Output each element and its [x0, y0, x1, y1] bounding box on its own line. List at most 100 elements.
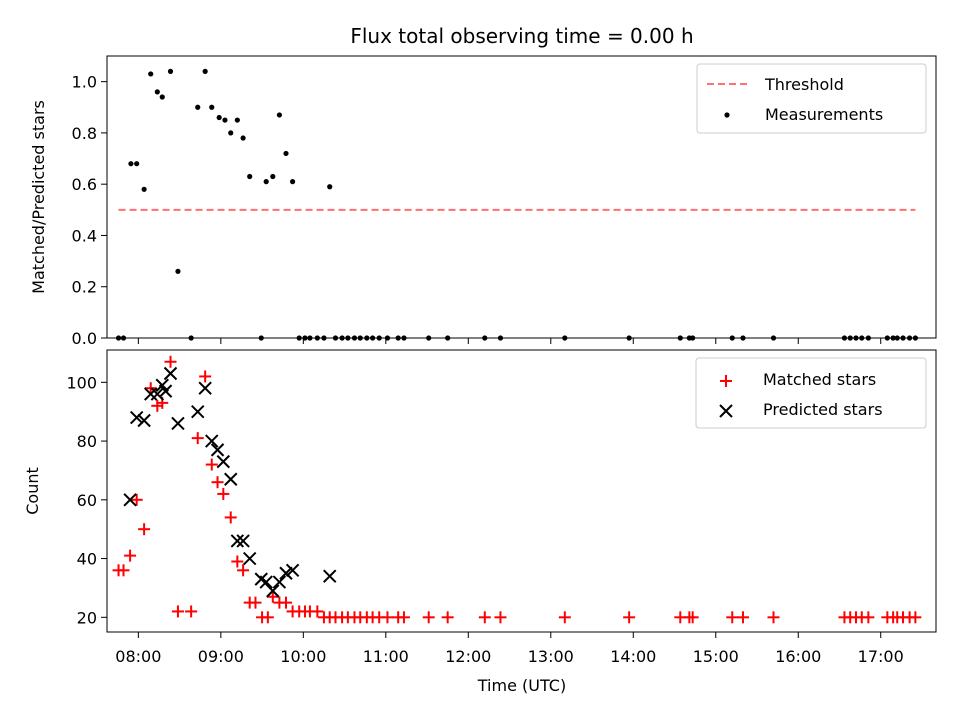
matched-star-marker	[199, 370, 212, 383]
measurement-point	[339, 335, 345, 341]
matched-star-marker	[138, 523, 151, 536]
measurement-point	[890, 335, 896, 341]
chart-title: Flux total observing time = 0.00 h	[350, 24, 693, 48]
predicted-star-marker	[236, 534, 250, 548]
matched-star-marker	[494, 611, 507, 624]
measurement-point	[222, 117, 228, 123]
measurement-point	[894, 335, 900, 341]
matched-star-marker	[144, 382, 157, 395]
measurement-point	[907, 335, 913, 341]
measurement-point	[865, 335, 871, 341]
matched-star-marker	[191, 432, 204, 445]
legend-matched-swatch	[720, 375, 732, 387]
count-y-axis: 20 40 60 80 100	[66, 373, 107, 627]
predicted-star-marker	[210, 443, 225, 457]
count-y-tick-label: 100	[66, 373, 97, 392]
matched-star-marker	[422, 611, 435, 624]
measurement-point	[426, 335, 432, 341]
count-x-tick-label: 13:00	[528, 647, 574, 666]
matched-star-marker	[397, 611, 410, 624]
count-x-axis-label: Time (UTC)	[477, 676, 566, 695]
matched-star-marker	[185, 605, 198, 618]
matched-star-marker	[909, 611, 922, 624]
ratio-y-tick-label: 0.6	[72, 175, 97, 194]
measurement-point	[115, 335, 122, 341]
measurement-point	[234, 117, 240, 123]
matched-star-marker	[767, 611, 780, 624]
matched-star-marker	[261, 611, 274, 624]
measurement-point	[141, 186, 147, 192]
count-x-tick-label: 14:00	[610, 647, 656, 666]
count-legend-box	[695, 357, 927, 429]
measurement-point	[263, 179, 269, 185]
measurement-point	[154, 89, 160, 95]
predicted-star-marker	[137, 413, 151, 428]
count-x-tick-label: 10:00	[280, 647, 326, 666]
measurement-point	[258, 335, 264, 341]
measurement-point	[283, 150, 289, 157]
count-x-tick-label: 08:00	[115, 647, 161, 666]
measurement-point	[148, 71, 154, 77]
count-panel: 20 40 60 80 100 08:00 09:00 10:00 11:00 12:00 13:…	[23, 349, 937, 695]
measurement-point	[884, 335, 890, 341]
count-x-tick-label: 12:00	[445, 647, 491, 666]
measurement-point	[195, 104, 201, 110]
ratio-x-ticks	[137, 338, 882, 344]
matched-star-marker	[726, 611, 739, 624]
predicted-star-marker	[163, 366, 178, 381]
predicted-star-marker	[272, 575, 287, 589]
legend-predicted-swatch	[719, 404, 733, 418]
matched-star-marker	[311, 605, 324, 618]
measurement-point	[740, 335, 746, 341]
measurement-point	[729, 335, 735, 341]
matched-star-marker	[862, 611, 875, 624]
predicted-star-marker	[158, 384, 173, 398]
measurement-point	[307, 335, 313, 341]
ratio-legend-box	[696, 63, 927, 134]
ratio-y-tick-label: 0.2	[72, 278, 97, 297]
count-y-tick-label: 40	[77, 550, 97, 569]
matched-star-marker	[231, 555, 244, 568]
count-x-tick-label: 11:00	[363, 647, 409, 666]
ratio-legend: Threshold Measurements	[696, 63, 927, 134]
measurement-point	[562, 335, 568, 341]
matched-star-marker	[381, 611, 394, 624]
predicted-star-marker	[205, 434, 219, 448]
matched-star-marker	[130, 493, 143, 506]
predicted-star-marker	[230, 534, 245, 548]
measurements-layer	[115, 68, 918, 341]
predicted-star-marker	[191, 404, 205, 419]
measurement-point	[912, 335, 918, 341]
ratio-y-tick-label: 1.0	[72, 73, 97, 92]
predicted-star-marker	[224, 472, 238, 486]
matched-star-marker	[224, 511, 237, 524]
matched-star-marker	[164, 355, 177, 368]
predicted-star-marker	[123, 493, 137, 507]
measurement-point	[321, 335, 327, 341]
measurement-point	[376, 335, 382, 341]
measurement-point	[289, 179, 296, 185]
predicted-star-marker	[323, 569, 337, 583]
count-x-tick-label: 09:00	[198, 647, 244, 666]
count-y-tick-label: 20	[77, 608, 97, 627]
predicted-star-marker	[150, 387, 165, 401]
measurement-point	[167, 68, 174, 74]
count-x-tick-label: 17:00	[858, 647, 904, 666]
count-y-axis-label: Count	[23, 467, 42, 515]
matched-star-marker	[686, 611, 699, 624]
measurement-point	[847, 335, 853, 341]
matched-star-marker	[736, 611, 749, 624]
measurement-point	[247, 173, 253, 180]
matched-star-marker	[211, 476, 224, 489]
predicted-star-marker	[285, 563, 300, 578]
measurement-point	[120, 335, 127, 341]
legend-threshold-label: Threshold	[764, 75, 844, 94]
measurement-point	[228, 130, 234, 136]
matched-stars-layer	[112, 355, 922, 624]
legend-matched-label: Matched stars	[763, 370, 876, 389]
measurement-point	[497, 335, 504, 341]
predicted-star-marker	[266, 584, 280, 598]
measurement-point	[677, 335, 683, 341]
predicted-star-marker	[198, 381, 212, 395]
